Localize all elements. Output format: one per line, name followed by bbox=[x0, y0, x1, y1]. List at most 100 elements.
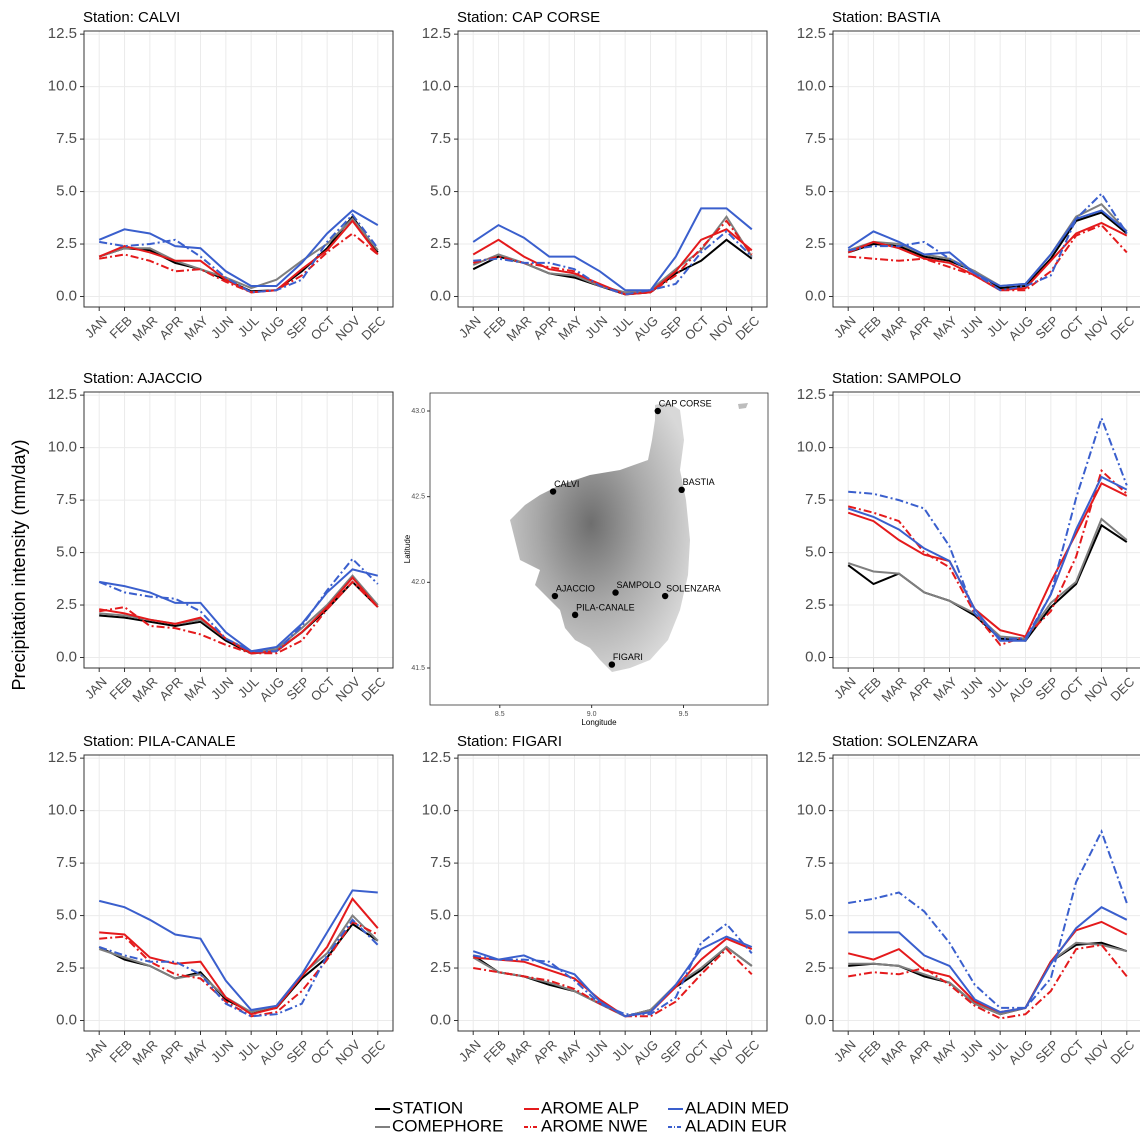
y-tick-label: 10.0 bbox=[422, 802, 451, 819]
y-tick-label: 10.0 bbox=[48, 802, 77, 819]
panel-title: Station: PILA-CANALE bbox=[83, 733, 236, 750]
y-tick-label: 43.0 bbox=[411, 408, 425, 415]
series-line bbox=[98, 209, 379, 287]
y-tick-label: 0.0 bbox=[430, 287, 451, 304]
panel-title: Station: SAMPOLO bbox=[832, 370, 961, 387]
panel-border bbox=[83, 754, 394, 1032]
station-label: BASTIA bbox=[683, 477, 715, 487]
station-label: CALVI bbox=[554, 479, 579, 489]
island-shape bbox=[510, 402, 690, 672]
station-label: FIGARI bbox=[613, 652, 643, 662]
series-line bbox=[847, 468, 1128, 647]
y-tick-label: 2.5 bbox=[430, 959, 451, 976]
panel-title: Station: BASTIA bbox=[832, 9, 940, 26]
series-line bbox=[99, 213, 379, 294]
panel-border bbox=[457, 754, 768, 1032]
y-tick-label: 0.0 bbox=[430, 1011, 451, 1028]
y-tick-label: 12.5 bbox=[48, 749, 77, 766]
y-tick-label: 5.0 bbox=[805, 544, 826, 561]
y-tick-label: 2.5 bbox=[430, 235, 451, 252]
series-line bbox=[98, 557, 379, 653]
station-label: AJACCIO bbox=[556, 583, 595, 593]
station-point bbox=[661, 592, 669, 600]
legend-label: COMEPHORE bbox=[392, 1116, 503, 1134]
series-line bbox=[472, 207, 753, 292]
series-line bbox=[99, 897, 379, 1016]
panel-background bbox=[458, 755, 767, 1031]
station-label: SAMPOLO bbox=[617, 580, 662, 590]
x-tick-label: 9.0 bbox=[587, 711, 597, 718]
y-tick-label: 7.5 bbox=[805, 491, 826, 508]
series-line bbox=[473, 230, 753, 296]
station-point bbox=[654, 407, 661, 415]
panel-background bbox=[84, 392, 393, 668]
panel-background bbox=[833, 755, 1140, 1031]
y-tick-label: 42.0 bbox=[411, 579, 425, 586]
legend-label: ALADIN MED bbox=[685, 1098, 789, 1117]
station-label: SOLENZARA bbox=[666, 583, 721, 593]
islet-shape bbox=[738, 403, 748, 409]
y-tick-label: 0.0 bbox=[805, 1011, 826, 1028]
series-line bbox=[99, 920, 379, 1018]
y-tick-label: 12.5 bbox=[797, 386, 826, 403]
station-label: CAP CORSE bbox=[659, 398, 712, 408]
panel-background bbox=[458, 31, 767, 307]
legend-label: STATION bbox=[392, 1098, 463, 1117]
x-axis-label: Longitude bbox=[581, 718, 617, 727]
series-line bbox=[848, 223, 1128, 292]
y-tick-label: 12.5 bbox=[48, 386, 77, 403]
station-point bbox=[551, 592, 559, 600]
y-tick-label: 5.0 bbox=[56, 907, 77, 924]
y-tick-label: 2.5 bbox=[805, 235, 826, 252]
y-tick-label: 42.5 bbox=[411, 494, 425, 501]
legend-label: ALADIN EUR bbox=[685, 1116, 787, 1134]
y-tick-label: 10.0 bbox=[797, 78, 826, 95]
station-point bbox=[612, 589, 619, 596]
y-tick-label: 2.5 bbox=[56, 596, 77, 613]
y-tick-label: 7.5 bbox=[56, 854, 77, 871]
island-relief bbox=[510, 402, 748, 672]
y-tick-label: 7.5 bbox=[56, 491, 77, 508]
station-label: PILA-CANALE bbox=[576, 602, 635, 612]
panel-title: Station: CAP CORSE bbox=[457, 9, 600, 26]
y-tick-label: 12.5 bbox=[797, 25, 826, 42]
panel-border bbox=[832, 754, 1140, 1032]
y-tick-label: 10.0 bbox=[797, 802, 826, 819]
y-tick-label: 12.5 bbox=[422, 749, 451, 766]
series-line bbox=[848, 192, 1128, 292]
y-tick-label: 0.0 bbox=[56, 648, 77, 665]
series-line bbox=[98, 889, 378, 1012]
y-tick-label: 2.5 bbox=[56, 235, 77, 252]
station-point bbox=[678, 486, 685, 494]
y-tick-label: 0.0 bbox=[805, 648, 826, 665]
y-tick-label: 10.0 bbox=[797, 439, 826, 456]
series-line bbox=[473, 922, 753, 1016]
y-tick-label: 5.0 bbox=[56, 183, 77, 200]
panel-background bbox=[833, 31, 1140, 307]
series-line bbox=[99, 232, 379, 294]
series-line bbox=[848, 415, 1128, 640]
y-tick-label: 7.5 bbox=[805, 854, 826, 871]
y-tick-label: 7.5 bbox=[56, 130, 77, 147]
y-tick-label: 2.5 bbox=[805, 596, 826, 613]
y-tick-label: 5.0 bbox=[56, 544, 77, 561]
y-tick-label: 5.0 bbox=[430, 907, 451, 924]
station-point bbox=[549, 488, 557, 495]
legend-label: AROME NWE bbox=[541, 1116, 648, 1134]
panel-border bbox=[83, 391, 394, 669]
panel-title: Station: CALVI bbox=[83, 9, 180, 26]
panel-title: Station: SOLENZARA bbox=[832, 733, 978, 750]
series-line bbox=[99, 576, 379, 655]
series-line bbox=[99, 568, 379, 653]
series-line bbox=[98, 918, 379, 1018]
panel-border bbox=[832, 391, 1140, 669]
y-tick-label: 5.0 bbox=[805, 183, 826, 200]
x-tick-label: 9.5 bbox=[679, 711, 689, 718]
series-line bbox=[848, 829, 1128, 1009]
y-tick-label: 0.0 bbox=[56, 287, 77, 304]
y-tick-label: 7.5 bbox=[805, 130, 826, 147]
panel-border bbox=[832, 30, 1140, 308]
y-tick-label: 12.5 bbox=[422, 25, 451, 42]
